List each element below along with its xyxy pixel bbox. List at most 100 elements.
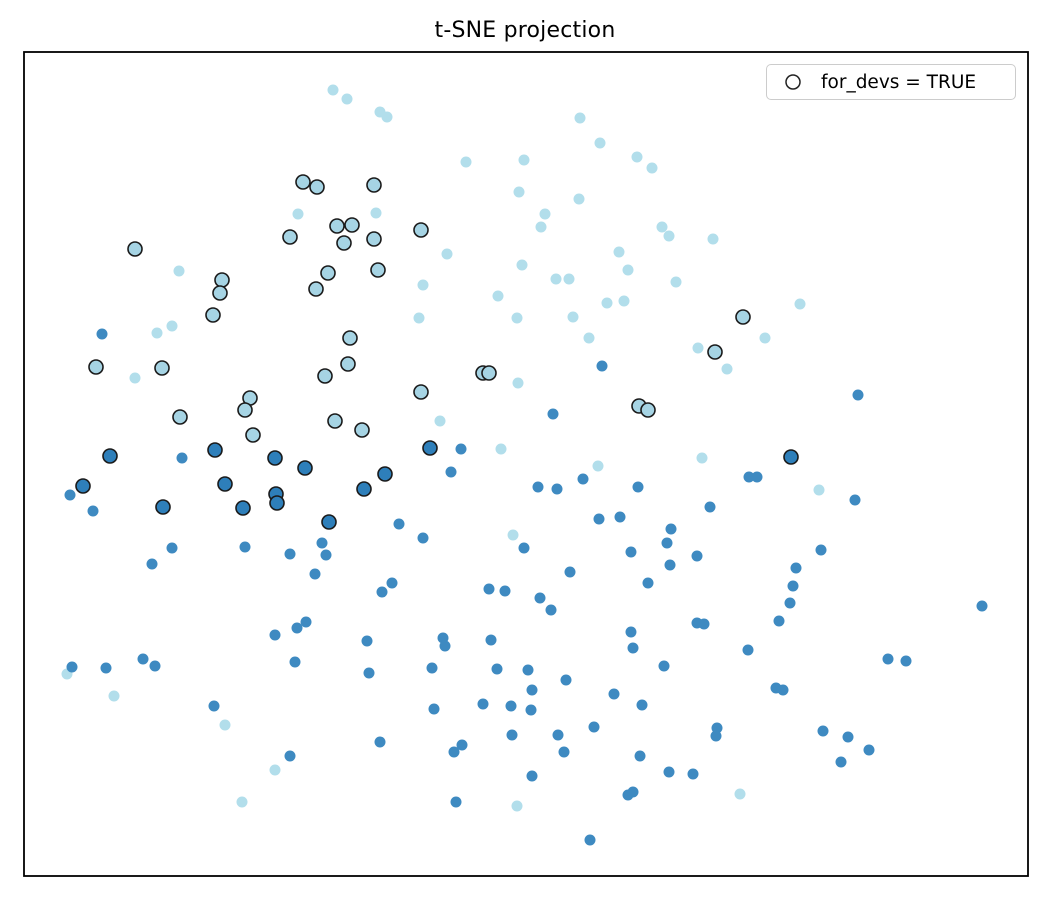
scatter-point-dark [505,700,517,712]
scatter-point-dark [166,542,178,554]
scatter-point-dark [608,688,620,700]
scatter-point-light_for_devs_true [245,427,261,443]
scatter-point-light_for_devs_true [336,235,352,251]
scatter-point-dark [66,661,78,673]
scatter-point-light [507,529,519,541]
scatter-point-dark_for_devs_true [269,495,285,511]
scatter-point-dark [96,328,108,340]
scatter-point-dark [291,622,303,634]
scatter-point-dark [506,729,518,741]
scatter-point-dark [698,618,710,630]
scatter-point-light [734,788,746,800]
scatter-point-light [574,112,586,124]
scatter-point-dark [208,700,220,712]
scatter-point-light [511,800,523,812]
scatter-point-dark [577,473,589,485]
scatter-point-dark [642,577,654,589]
scatter-point-dark [900,655,912,667]
scatter-point-light_for_devs_true [354,422,370,438]
scatter-point-dark [149,660,161,672]
scatter-point-dark_for_devs_true [207,442,223,458]
scatter-point-dark [448,746,460,758]
scatter-point-dark [363,667,375,679]
scatter-point-light [592,460,604,472]
scatter-point-light [601,297,613,309]
scatter-point-dark [483,583,495,595]
scatter-point-light [516,259,528,271]
scatter-point-dark [665,523,677,535]
scatter-point-light [583,332,595,344]
scatter-point-light_for_devs_true [214,272,230,288]
scatter-point-dark [547,408,559,420]
scatter-point-light [512,377,524,389]
scatter-point-light_for_devs_true [413,222,429,238]
scatter-point-light [670,276,682,288]
scatter-point-dark [374,736,386,748]
scatter-point-dark [525,704,537,716]
legend-label: for_devs = TRUE [821,71,977,93]
scatter-point-dark [320,549,332,561]
scatter-point-light_for_devs_true [481,365,497,381]
legend: for_devs = TRUE [766,64,1016,100]
scatter-point-dark [787,580,799,592]
scatter-point-light [513,186,525,198]
scatter-point-light [236,796,248,808]
scatter-point-dark_for_devs_true [102,448,118,464]
scatter-point-light [370,207,382,219]
scatter-point-light [721,363,733,375]
scatter-point-dark [815,544,827,556]
scatter-point-light [646,162,658,174]
scatter-point-dark [790,562,802,574]
scatter-point-light_for_devs_true [237,402,253,418]
scatter-point-light_for_devs_true [308,281,324,297]
scatter-point-dark [552,729,564,741]
scatter-point-dark_for_devs_true [267,450,283,466]
scatter-point-dark [137,653,149,665]
scatter-point-dark [284,548,296,560]
scatter-point-light [563,273,575,285]
scatter-point-light [434,415,446,427]
scatter-point-dark_for_devs_true [422,440,438,456]
scatter-point-light [292,208,304,220]
scatter-point-light_for_devs_true [370,262,386,278]
scatter-point-dark [456,739,468,751]
scatter-point-dark [455,443,467,455]
scatter-point-dark [627,642,639,654]
scatter-point-light [573,193,585,205]
scatter-point-dark [526,770,538,782]
scatter-point-dark [777,684,789,696]
scatter-point-dark [743,471,755,483]
scatter-point-light [613,246,625,258]
scatter-point-dark_for_devs_true [297,460,313,476]
scatter-point-dark [545,604,557,616]
scatter-point-light [794,298,806,310]
scatter-point-light [618,295,630,307]
scatter-point-dark [784,597,796,609]
chart-title: t-SNE projection [434,18,616,43]
scatter-point-dark [664,559,676,571]
scatter-point-light_for_devs_true [735,309,751,325]
scatter-point-light [535,221,547,233]
scatter-point-dark [842,731,854,743]
scatter-point-light_for_devs_true [154,360,170,376]
scatter-point-dark [560,674,572,686]
scatter-point-dark [477,698,489,710]
scatter-point-dark_for_devs_true [75,478,91,494]
scatter-point-light [656,221,668,233]
scatter-point-light_for_devs_true [640,402,656,418]
scatter-point-dark [614,511,626,523]
scatter-point-dark [284,750,296,762]
scatter-point-light [696,452,708,464]
scatter-point-light [166,320,178,332]
scatter-point-light_for_devs_true [344,217,360,233]
scatter-point-dark [661,537,673,549]
scatter-point-dark [485,634,497,646]
scatter-point-light [495,443,507,455]
scatter-point-dark [386,577,398,589]
scatter-point-light_for_devs_true [413,384,429,400]
scatter-point-dark [534,592,546,604]
scatter-point-light_for_devs_true [295,174,311,190]
scatter-point-dark [376,586,388,598]
